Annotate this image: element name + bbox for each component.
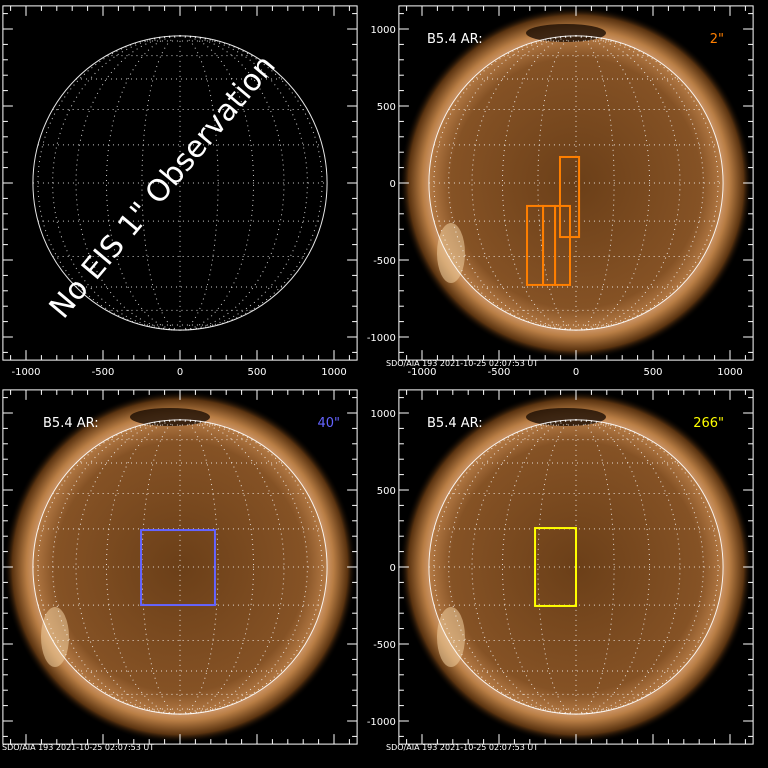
x-tick-label: 1000 — [321, 367, 346, 378]
panel-top-left: -1000 -500 0 500 1000 No EIS 1" Observation — [2, 5, 358, 378]
longitude-gridline — [179, 419, 219, 715]
panel-label: B5.4 AR: — [427, 32, 483, 47]
longitude-gridline — [141, 35, 181, 331]
coronal-hole — [526, 408, 606, 426]
panel-top-right: -1000 -500 0 500 1000 1000 500 0 -500 -1000 B5.4 A… — [367, 5, 754, 378]
eis-raster-box — [558, 155, 581, 239]
image-source-footer: SDO/AIA 193 2021-10-25 02:07:53 UT — [386, 359, 538, 368]
longitude-gridline — [575, 35, 681, 331]
panel-bottom-left: B5.4 AR: 40" SDO/AIA 193 2021-10-25 02:07:… — [2, 389, 358, 752]
longitude-gridline — [537, 35, 577, 331]
resolution-label: 266" — [693, 416, 724, 431]
longitude-gridline — [179, 419, 323, 715]
longitude-gridline — [575, 419, 704, 715]
longitude-gridline — [537, 419, 577, 715]
longitude-gridline — [37, 35, 181, 331]
x-tick-label: 0 — [573, 367, 579, 378]
eis-raster-box — [554, 204, 571, 286]
panel-bottom-right: 1000 500 0 -500 -1000 B5.4 AR: 266" SDO/AIA 193… — [367, 389, 754, 752]
longitude-gridline — [179, 35, 308, 331]
x-tick-label: 1000 — [717, 367, 742, 378]
resolution-label: 2" — [710, 32, 724, 47]
y-tick-label: -500 — [373, 640, 396, 651]
longitude-gridline — [75, 419, 181, 715]
longitude-gridline — [575, 35, 704, 331]
coronal-hole — [130, 408, 210, 426]
longitude-gridline — [433, 35, 577, 331]
solar-limb — [428, 419, 724, 715]
bright-limb-region — [437, 223, 465, 283]
x-tick-label: 500 — [247, 367, 266, 378]
bright-limb-region — [41, 607, 69, 667]
longitude-gridline — [75, 35, 181, 331]
y-tick-label: 0 — [390, 179, 396, 190]
longitude-gridline — [52, 35, 181, 331]
y-tick-label: 500 — [377, 486, 396, 497]
y-tick-label: -1000 — [367, 333, 396, 344]
x-tick-label: -500 — [488, 367, 511, 378]
eis-raster-box — [140, 529, 216, 607]
longitude-gridline — [179, 419, 308, 715]
longitude-gridline — [448, 419, 577, 715]
panel-label: B5.4 AR: — [427, 416, 483, 431]
longitude-gridline — [448, 35, 577, 331]
longitude-gridline — [575, 419, 719, 715]
longitude-gridline — [471, 35, 577, 331]
longitude-gridline — [179, 35, 219, 331]
y-tick-label: 500 — [377, 102, 396, 113]
longitude-gridline — [575, 35, 719, 331]
coronal-hole — [526, 24, 606, 42]
image-source-footer: SDO/AIA 193 2021-10-25 02:07:53 UT — [2, 743, 154, 752]
bright-limb-region — [437, 607, 465, 667]
y-tick-label: 0 — [390, 563, 396, 574]
longitude-gridline — [179, 419, 285, 715]
x-tick-label: 0 — [177, 367, 183, 378]
resolution-label: 40" — [317, 416, 340, 431]
y-tick-label: -1000 — [367, 717, 396, 728]
longitude-gridline — [575, 35, 615, 331]
x-tick-label: -500 — [92, 367, 115, 378]
y-tick-label: -500 — [373, 256, 396, 267]
no-observation-annotation: No EIS 1" Observation — [43, 49, 283, 326]
y-tick-label: 1000 — [370, 409, 395, 420]
image-source-footer: SDO/AIA 193 2021-10-25 02:07:53 UT — [386, 743, 538, 752]
longitude-gridline — [575, 419, 615, 715]
solar-limb — [32, 419, 328, 715]
x-tick-label: -1000 — [11, 367, 40, 378]
longitude-gridline — [52, 419, 181, 715]
y-tick-label: 1000 — [370, 25, 395, 36]
longitude-gridline — [141, 419, 181, 715]
longitude-gridline — [179, 35, 285, 331]
longitude-gridline — [471, 419, 577, 715]
eis-raster-box — [534, 527, 578, 607]
longitude-gridline — [575, 419, 681, 715]
panel-label: B5.4 AR: — [43, 416, 99, 431]
longitude-gridline — [179, 35, 323, 331]
longitude-gridline — [37, 419, 181, 715]
solar-limb — [428, 35, 724, 331]
solar-limb — [32, 35, 328, 331]
longitude-gridline — [433, 419, 577, 715]
x-tick-label: -1000 — [407, 367, 436, 378]
x-tick-label: 500 — [643, 367, 662, 378]
